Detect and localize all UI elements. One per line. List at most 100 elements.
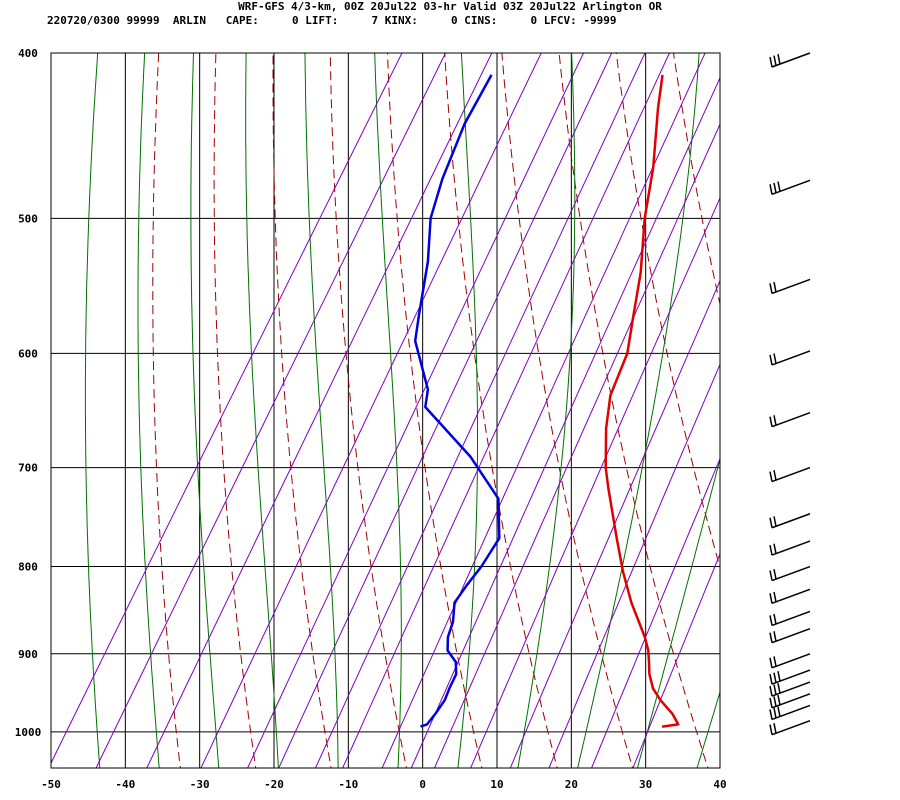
moist-adiabat: [137, 53, 160, 768]
wind-barb: [769, 513, 811, 529]
wind-barb-flag: [773, 55, 777, 66]
p-tick-label: 500: [18, 212, 38, 225]
mixing-ratio-line: [509, 279, 720, 768]
wind-barb-shaft: [771, 669, 811, 685]
x-tick-label: -10: [338, 778, 358, 791]
dry-adiabat: [272, 53, 332, 768]
wind-barbs: [769, 52, 811, 736]
mixing-ratio-line: [470, 196, 720, 768]
dry-adiabat: [501, 53, 634, 768]
dry-adiabat: [781, 15, 900, 775]
wind-barb-shaft: [771, 350, 811, 366]
wind-barb-flag: [769, 615, 773, 626]
dry-adiabat: [152, 53, 181, 768]
wind-barb-flag: [769, 685, 773, 697]
wind-barb-flag: [769, 517, 773, 528]
wind-barb-shaft: [771, 513, 811, 529]
dry-adiabat: [558, 53, 709, 768]
wind-barb-flag: [773, 591, 777, 603]
mixing-ratio-line: [591, 457, 720, 768]
mixing-ratio-line: [247, 53, 585, 768]
wind-barb: [769, 466, 811, 483]
wind-barb-flag: [769, 709, 773, 720]
wind-barb-shaft: [771, 179, 811, 196]
mixing-ratio-line: [342, 53, 670, 768]
moist-adiabat: [304, 53, 339, 768]
wind-barb-flag: [777, 54, 781, 65]
moist-adiabat: [374, 53, 402, 768]
wind-barb-shaft: [771, 52, 811, 68]
wind-barb: [769, 693, 811, 709]
dry-adiabat: [615, 53, 720, 570]
wind-barb: [769, 565, 811, 582]
mixing-ratio-line: [632, 552, 720, 768]
stability-indices: 220720/0300 99999 ARLIN CAPE: 0 LIFT: 7 …: [47, 14, 617, 27]
wind-barb-shaft: [771, 704, 811, 721]
temperature-trace: [604, 74, 680, 728]
mixing-ratio-line: [410, 76, 720, 768]
p-tick-label: 600: [18, 347, 38, 360]
wind-barb-shaft: [771, 540, 811, 556]
mixing-ratio-line: [314, 53, 646, 768]
wind-barb-shaft: [771, 627, 811, 644]
mixing-ratio-line: [381, 53, 706, 768]
wind-barb-flag: [769, 673, 773, 685]
wind-barb-flag: [777, 706, 781, 717]
wind-barb-flag: [773, 672, 777, 683]
wind-barb-shaft: [771, 693, 811, 709]
mixing-ratio-line: [548, 363, 720, 768]
moist-adiabat: [696, 690, 720, 768]
wind-barb-flag: [773, 182, 777, 194]
wind-barb-shaft: [771, 719, 811, 736]
x-tick-label: -20: [264, 778, 284, 791]
wind-barb-flag: [769, 593, 773, 604]
dry-adiabat: [386, 53, 483, 768]
wind-barb-shaft: [771, 653, 811, 669]
p-tick-label: 1000: [15, 726, 42, 739]
x-tick-label: -30: [190, 778, 210, 791]
wind-barb: [769, 719, 811, 736]
dry-adiabat: [724, 15, 900, 775]
wind-barb-shaft: [771, 565, 811, 582]
wind-barb-flag: [769, 544, 773, 556]
wind-barb-flag: [777, 683, 781, 694]
wind-barb: [769, 681, 811, 697]
wind-barb-shaft: [771, 588, 811, 605]
wind-barb: [769, 669, 811, 685]
mixing-ratio-line: [200, 53, 542, 768]
wind-barb-flag: [777, 181, 781, 192]
dewpoint-trace: [413, 74, 501, 728]
wind-barb: [769, 278, 811, 295]
p-tick-label: 700: [18, 462, 38, 475]
p-tick-label: 800: [18, 561, 38, 574]
wind-barb: [769, 350, 811, 366]
wind-barb: [769, 179, 811, 196]
wind-barb-shaft: [771, 411, 811, 428]
wind-barb: [769, 610, 811, 627]
moist-adiabat: [190, 53, 220, 768]
wind-barb-shaft: [771, 278, 811, 295]
wind-barb-flag: [769, 657, 773, 668]
dry-adiabat: [894, 15, 900, 775]
adiabat-lines: [51, 15, 900, 775]
plot-frame: [50, 52, 721, 769]
moist-adiabat: [517, 53, 576, 768]
wind-barb: [769, 411, 811, 428]
p-tick-label: 400: [18, 47, 38, 60]
wind-barb-flag: [773, 723, 777, 734]
dry-adiabat: [672, 53, 720, 307]
x-tick-label: -40: [115, 778, 135, 791]
wind-barb-flag: [769, 56, 773, 68]
wind-barb-flag: [777, 671, 781, 682]
x-tick-label: 10: [490, 778, 503, 791]
x-tick-label: 0: [419, 778, 426, 791]
wind-barb-flag: [773, 353, 777, 364]
moist-adiabat: [84, 53, 101, 768]
x-tick-label: 40: [713, 778, 726, 791]
p-tick-label: 900: [18, 648, 38, 661]
chart-title: WRF-GFS 4/3-km, 00Z 20Jul22 03-hr Valid …: [238, 0, 662, 13]
moist-adiabat: [577, 53, 700, 768]
x-tick-label: 20: [565, 778, 578, 791]
wind-barb-flag: [769, 570, 773, 581]
